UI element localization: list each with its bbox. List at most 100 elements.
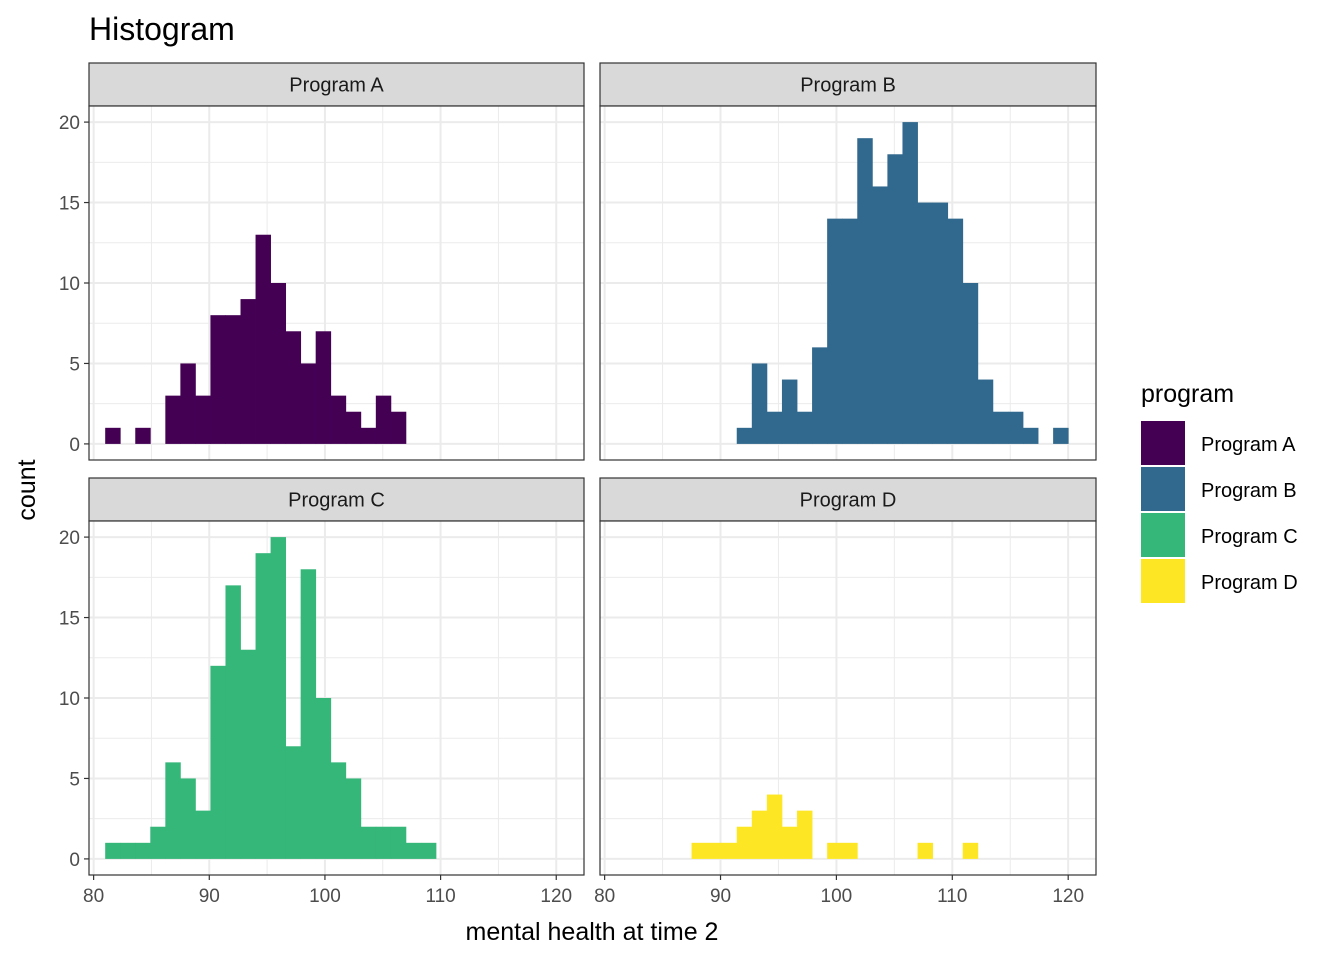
histogram-bar xyxy=(887,154,903,444)
histogram-bar xyxy=(210,665,226,859)
histogram-bar xyxy=(962,842,979,859)
x-tick-label: 110 xyxy=(425,886,455,907)
histogram-bars xyxy=(691,794,979,859)
histogram-bar xyxy=(210,315,226,444)
legend-label: Program A xyxy=(1201,434,1296,456)
histogram-bar xyxy=(797,411,813,444)
histogram-bar xyxy=(285,746,302,859)
histogram-bar xyxy=(165,395,181,444)
histogram-bars xyxy=(105,537,437,859)
facet-program-a: Program A 0 5 10 15 20 xyxy=(59,62,585,461)
histogram-bar xyxy=(360,427,377,444)
histogram-bar xyxy=(827,842,843,859)
histogram-bar xyxy=(736,427,753,444)
histogram-bar xyxy=(1022,427,1039,444)
x-tick-label: 100 xyxy=(309,886,341,907)
histogram-bar xyxy=(360,826,377,859)
x-tick-label: 80 xyxy=(594,886,615,907)
facet-strip-label: Program C xyxy=(288,490,385,512)
x-axis-title: mental health at time 2 xyxy=(466,918,719,946)
histogram-bar xyxy=(736,826,753,859)
x-tick-label: 80 xyxy=(83,886,104,907)
histogram-bar xyxy=(781,826,798,859)
y-tick-label: 5 xyxy=(69,354,80,375)
y-tick-label: 20 xyxy=(59,528,80,549)
y-tick-label: 15 xyxy=(59,194,80,215)
x-tick-label: 120 xyxy=(1052,886,1084,907)
histogram-bar xyxy=(390,826,407,859)
y-tick-label: 0 xyxy=(69,435,80,456)
histogram-bar xyxy=(180,363,196,444)
histogram-bar xyxy=(857,138,873,444)
histogram-bar xyxy=(797,810,813,859)
histogram-bar xyxy=(225,585,241,859)
legend-swatch xyxy=(1141,559,1185,603)
histogram-bar xyxy=(345,411,362,444)
histogram-bar xyxy=(721,842,738,859)
y-tick-label: 0 xyxy=(69,850,80,871)
histogram-bar xyxy=(330,395,347,444)
histogram-bar xyxy=(105,842,121,859)
histogram-bar xyxy=(240,649,256,859)
histogram-bar xyxy=(315,331,332,444)
y-tick-label: 5 xyxy=(69,769,80,790)
y-tick-label: 10 xyxy=(59,274,80,295)
legend-label: Program C xyxy=(1201,526,1298,548)
histogram-bar xyxy=(390,411,407,444)
facet-strip xyxy=(88,62,585,107)
histogram-bar xyxy=(781,379,798,444)
legend-swatch xyxy=(1141,513,1185,557)
histogram-bar xyxy=(165,762,181,859)
histogram-bar xyxy=(105,427,121,444)
facet-strip-label: Program D xyxy=(800,490,897,512)
histogram-bar xyxy=(345,778,362,859)
histogram-bar xyxy=(872,186,888,444)
histogram-bar xyxy=(120,842,136,859)
legend-label: Program D xyxy=(1201,572,1298,594)
legend-item-program-c: Program C xyxy=(1141,513,1298,557)
legend-swatch xyxy=(1141,421,1185,465)
y-tick-label: 20 xyxy=(59,113,80,134)
x-tick-label: 110 xyxy=(937,886,967,907)
histogram-bar xyxy=(947,218,964,444)
histogram-bar xyxy=(225,315,241,444)
facet-strip-label: Program A xyxy=(289,75,384,97)
histogram-bar xyxy=(150,826,166,859)
histogram-bar xyxy=(315,698,332,859)
x-tick-label: 90 xyxy=(199,886,220,907)
facet-program-d: Program D 80 90 100 110 120 xyxy=(594,477,1097,907)
histogram-bar xyxy=(180,778,196,859)
panel-border xyxy=(599,105,1097,461)
histogram-bar xyxy=(135,842,151,859)
histogram-bar xyxy=(917,842,933,859)
histogram-bar xyxy=(285,331,302,444)
chart-title: Histogram xyxy=(89,11,235,47)
histogram-bar xyxy=(842,842,858,859)
facet-program-c: Program C 0 5 10 15 20 80 90 100 110 120 xyxy=(59,477,585,907)
facet-strip xyxy=(599,62,1097,107)
panel-border xyxy=(599,520,1097,876)
x-tick-label: 100 xyxy=(821,886,853,907)
histogram-bar xyxy=(902,122,918,444)
y-tick-label: 15 xyxy=(59,609,80,630)
histogram-bar xyxy=(135,427,151,444)
histogram-bar xyxy=(1053,427,1069,444)
histogram-bar xyxy=(842,218,858,444)
histogram-bar xyxy=(195,395,211,444)
legend: program Program A Program B Program C Progr… xyxy=(1141,380,1298,603)
histogram-bar xyxy=(962,283,979,444)
histogram-bar xyxy=(766,794,783,859)
histogram-bar xyxy=(812,347,828,444)
histogram-bar xyxy=(1007,411,1024,444)
histogram-bars xyxy=(105,234,407,444)
histogram-bar xyxy=(706,842,723,859)
y-axis-title: count xyxy=(13,459,41,520)
legend-item-program-d: Program D xyxy=(1141,559,1298,603)
histogram-bars xyxy=(736,122,1069,444)
grid-lines xyxy=(600,521,1096,875)
histogram-bar xyxy=(917,202,933,444)
histogram-bar xyxy=(375,395,392,444)
histogram-bar xyxy=(300,569,317,859)
histogram-bar xyxy=(195,810,211,859)
